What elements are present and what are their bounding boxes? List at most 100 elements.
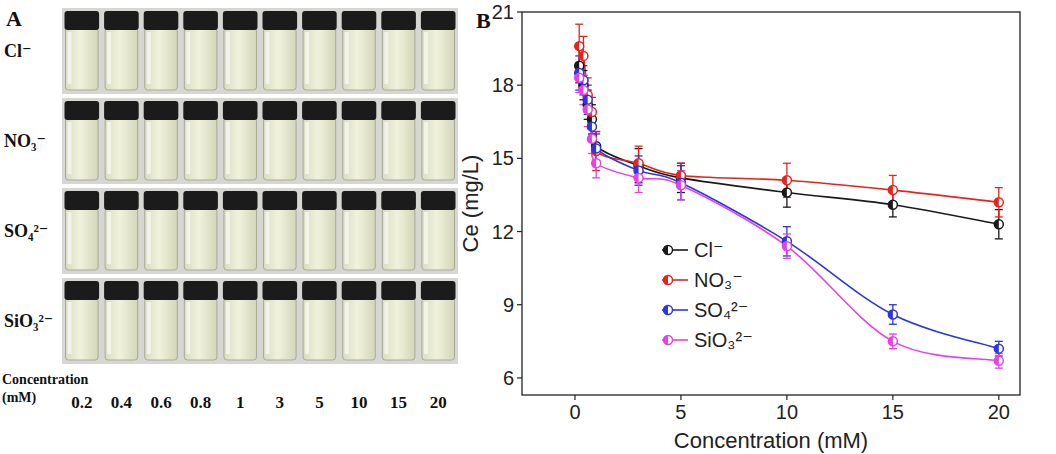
data-point (575, 42, 584, 51)
vial-highlight (384, 32, 388, 84)
error-bar (889, 334, 897, 349)
vial-body (105, 28, 138, 90)
marker-ring (888, 337, 897, 346)
data-point (782, 176, 791, 185)
vial-body (382, 118, 415, 180)
row-label: SO₄²⁻ (4, 221, 48, 241)
concentration-value: 1 (236, 393, 245, 412)
vial-highlight (107, 122, 111, 174)
vial-cap (342, 191, 377, 210)
error-cap (677, 163, 685, 164)
marker-half (994, 356, 998, 365)
y-tick (517, 304, 522, 305)
marker-ring (664, 306, 673, 315)
error-bar (995, 354, 1003, 369)
vial-highlight (384, 122, 388, 174)
vial-highlight (68, 32, 72, 84)
legend-label: SiO₃²⁻ (694, 329, 753, 351)
vial-cap (144, 191, 179, 210)
vial-highlight (186, 32, 190, 84)
marker-ring (994, 344, 1003, 353)
marker-half (664, 306, 669, 315)
y-tick-label: 6 (503, 367, 514, 389)
vial-highlight (424, 212, 428, 264)
vial-body (264, 118, 297, 180)
vial-body (382, 208, 415, 270)
vial-body (303, 28, 336, 90)
y-tick (517, 11, 522, 12)
data-point (888, 310, 897, 319)
y-axis-title: Ce (mg/L) (458, 155, 483, 253)
vial-cap (302, 101, 337, 120)
vial-highlight (226, 212, 230, 264)
vial-body (145, 208, 178, 270)
vial-cap (104, 281, 139, 300)
vial-highlight (147, 32, 151, 84)
y-tick-label: 15 (492, 147, 514, 169)
data-point (994, 220, 1003, 229)
vial-highlight (107, 212, 111, 264)
data-point (676, 181, 685, 190)
error-cap (889, 216, 897, 217)
vial-body (224, 208, 257, 270)
vial-body (343, 28, 376, 90)
data-point (592, 144, 601, 153)
vial-body (422, 28, 455, 90)
vial-body (224, 298, 257, 360)
data-point (587, 134, 596, 143)
vial-body (105, 298, 138, 360)
vial-cap (144, 11, 179, 30)
error-cap (635, 192, 643, 193)
vial-body (224, 118, 257, 180)
vial-cap (183, 11, 218, 30)
concentration-value: 10 (351, 393, 368, 412)
plot-frame (522, 12, 1020, 395)
vial-body (184, 208, 217, 270)
marker-ring (994, 356, 1003, 365)
row-label: NO₃⁻ (4, 131, 46, 151)
vial-highlight (226, 32, 230, 84)
marker-half (994, 344, 998, 353)
vial-cap (183, 281, 218, 300)
vial-cap (65, 281, 100, 300)
error-bar (635, 156, 643, 185)
vial-highlight (107, 32, 111, 84)
vial-cap (104, 11, 139, 30)
vial-cap (144, 101, 179, 120)
photo-background (62, 188, 458, 274)
data-point (587, 122, 596, 131)
vial-highlight (266, 32, 270, 84)
data-point (592, 159, 601, 168)
marker-ring (994, 198, 1003, 207)
vial-body (343, 208, 376, 270)
x-tick (786, 395, 787, 400)
plot-data (575, 24, 1004, 368)
vial-highlight (226, 302, 230, 354)
x-tick-label: 0 (569, 401, 580, 423)
vial-cap (65, 101, 100, 120)
vial-body (264, 208, 297, 270)
x-axis-title: Concentration (mM) (674, 428, 868, 453)
x-tick-label: 5 (675, 401, 686, 423)
marker-half (888, 186, 893, 195)
error-cap (635, 146, 643, 147)
marker-half (579, 86, 584, 95)
marker-half (583, 95, 587, 104)
vial-body (303, 208, 336, 270)
error-cap (783, 258, 791, 259)
vial-cap (421, 11, 456, 30)
vial-highlight (147, 302, 151, 354)
legend: Cl⁻NO₃⁻SO₄²⁻SiO₃²⁻ (662, 239, 753, 351)
vial-cap (421, 101, 456, 120)
series-line (579, 66, 999, 225)
vial-body (145, 28, 178, 90)
legend-marker (664, 246, 673, 255)
vial-cap (381, 191, 416, 210)
vial-cap (263, 101, 298, 120)
vial-body (145, 298, 178, 360)
photo-background (62, 98, 458, 184)
error-cap (995, 368, 1003, 369)
vial-highlight (147, 122, 151, 174)
vial-cap (263, 191, 298, 210)
marker-half (575, 42, 580, 51)
